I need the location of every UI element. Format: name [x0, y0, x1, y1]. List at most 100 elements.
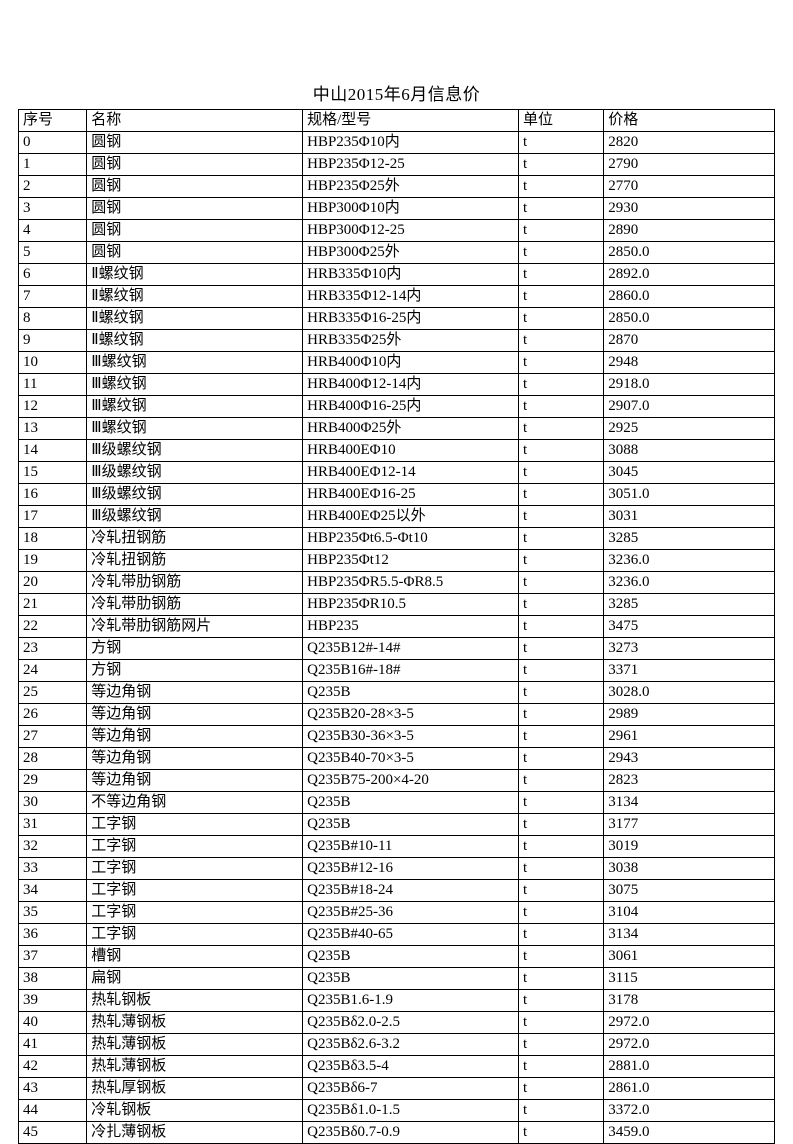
table-cell: t — [518, 176, 603, 198]
table-cell: 热轧钢板 — [87, 990, 303, 1012]
table-cell: Q235B12#-14# — [303, 638, 519, 660]
table-cell: 44 — [19, 1100, 87, 1122]
table-cell: 热轧厚钢板 — [87, 1078, 303, 1100]
table-cell: t — [518, 242, 603, 264]
table-cell: Ⅱ螺纹钢 — [87, 286, 303, 308]
table-cell: 9 — [19, 330, 87, 352]
table-cell: 2907.0 — [604, 396, 775, 418]
table-row: 33工字钢Q235B#12-16t3038 — [19, 858, 775, 880]
table-row: 40热轧薄钢板Q235Bδ2.0-2.5t2972.0 — [19, 1012, 775, 1034]
table-cell: 21 — [19, 594, 87, 616]
table-cell: 3285 — [604, 528, 775, 550]
table-cell: 3236.0 — [604, 572, 775, 594]
table-cell: HRB400Φ25外 — [303, 418, 519, 440]
table-cell: 28 — [19, 748, 87, 770]
table-row: 3圆钢HBP300Φ10内t2930 — [19, 198, 775, 220]
table-cell: Ⅱ螺纹钢 — [87, 264, 303, 286]
table-cell: 2972.0 — [604, 1012, 775, 1034]
table-cell: 工字钢 — [87, 902, 303, 924]
table-row: 34工字钢Q235B#18-24t3075 — [19, 880, 775, 902]
table-cell: 2820 — [604, 132, 775, 154]
table-cell: t — [518, 484, 603, 506]
table-row: 39热轧钢板Q235B1.6-1.9t3178 — [19, 990, 775, 1012]
table-cell: 45 — [19, 1122, 87, 1144]
table-cell: t — [518, 1034, 603, 1056]
table-row: 28等边角钢Q235B40-70×3-5t2943 — [19, 748, 775, 770]
table-cell: HRB335Φ16-25内 — [303, 308, 519, 330]
table-row: 38扁钢Q235Bt3115 — [19, 968, 775, 990]
table-cell: 23 — [19, 638, 87, 660]
table-cell: Q235B — [303, 792, 519, 814]
table-cell: Q235B — [303, 946, 519, 968]
table-cell: Ⅲ级螺纹钢 — [87, 462, 303, 484]
table-cell: 等边角钢 — [87, 748, 303, 770]
table-cell: 3372.0 — [604, 1100, 775, 1122]
table-cell: 2860.0 — [604, 286, 775, 308]
table-cell: 3088 — [604, 440, 775, 462]
table-cell: Q235B — [303, 814, 519, 836]
table-cell: Q235Bδ2.6-3.2 — [303, 1034, 519, 1056]
table-cell: t — [518, 748, 603, 770]
table-cell: 37 — [19, 946, 87, 968]
table-cell: Ⅱ螺纹钢 — [87, 330, 303, 352]
table-cell: t — [518, 638, 603, 660]
table-cell: t — [518, 462, 603, 484]
table-cell: 2770 — [604, 176, 775, 198]
table-cell: 3019 — [604, 836, 775, 858]
table-row: 20冷轧带肋钢筋HBP235ΦR5.5-ΦR8.5t3236.0 — [19, 572, 775, 594]
table-cell: Ⅱ螺纹钢 — [87, 308, 303, 330]
table-cell: Q235B75-200×4-20 — [303, 770, 519, 792]
table-cell: 等边角钢 — [87, 704, 303, 726]
table-cell: t — [518, 198, 603, 220]
table-cell: HBP235Φ12-25 — [303, 154, 519, 176]
table-cell: Q235B#18-24 — [303, 880, 519, 902]
table-cell: 方钢 — [87, 660, 303, 682]
table-cell: 39 — [19, 990, 87, 1012]
table-cell: 圆钢 — [87, 154, 303, 176]
table-row: 32工字钢Q235B#10-11t3019 — [19, 836, 775, 858]
table-row: 5圆钢HBP300Φ25外t2850.0 — [19, 242, 775, 264]
table-cell: 3459.0 — [604, 1122, 775, 1144]
table-cell: t — [518, 396, 603, 418]
table-cell: 29 — [19, 770, 87, 792]
table-cell: t — [518, 704, 603, 726]
table-cell: Q235B#40-65 — [303, 924, 519, 946]
table-cell: 3178 — [604, 990, 775, 1012]
table-cell: HBP235ΦR5.5-ΦR8.5 — [303, 572, 519, 594]
table-cell: t — [518, 792, 603, 814]
table-cell: HRB335Φ10内 — [303, 264, 519, 286]
table-cell: Ⅲ螺纹钢 — [87, 352, 303, 374]
table-cell: HBP235Φ10内 — [303, 132, 519, 154]
table-cell: 冷轧带肋钢筋网片 — [87, 616, 303, 638]
table-cell: t — [518, 550, 603, 572]
table-cell: 冷轧带肋钢筋 — [87, 594, 303, 616]
table-cell: t — [518, 308, 603, 330]
table-cell: 2943 — [604, 748, 775, 770]
table-row: 18冷轧扭钢筋HBP235Φt6.5-Φt10t3285 — [19, 528, 775, 550]
table-cell: t — [518, 968, 603, 990]
table-cell: t — [518, 770, 603, 792]
table-cell: 冷轧扭钢筋 — [87, 550, 303, 572]
table-cell: HBP300Φ10内 — [303, 198, 519, 220]
table-cell: 3038 — [604, 858, 775, 880]
table-row: 36工字钢Q235B#40-65t3134 — [19, 924, 775, 946]
table-cell: t — [518, 660, 603, 682]
table-cell: Ⅲ级螺纹钢 — [87, 484, 303, 506]
table-row: 11Ⅲ螺纹钢HRB400Φ12-14内t2918.0 — [19, 374, 775, 396]
table-cell: t — [518, 990, 603, 1012]
table-row: 0圆钢HBP235Φ10内t2820 — [19, 132, 775, 154]
table-cell: 3177 — [604, 814, 775, 836]
table-cell: 17 — [19, 506, 87, 528]
table-cell: 2925 — [604, 418, 775, 440]
table-cell: 2850.0 — [604, 242, 775, 264]
table-row: 45冷扎薄钢板Q235Bδ0.7-0.9t3459.0 — [19, 1122, 775, 1144]
table-row: 14Ⅲ级螺纹钢HRB400EΦ10t3088 — [19, 440, 775, 462]
table-cell: t — [518, 682, 603, 704]
table-cell: 7 — [19, 286, 87, 308]
table-cell: 冷扎薄钢板 — [87, 1122, 303, 1144]
table-cell: 34 — [19, 880, 87, 902]
table-cell: 方钢 — [87, 638, 303, 660]
table-row: 25等边角钢Q235Bt3028.0 — [19, 682, 775, 704]
table-cell: 等边角钢 — [87, 770, 303, 792]
table-cell: 2790 — [604, 154, 775, 176]
